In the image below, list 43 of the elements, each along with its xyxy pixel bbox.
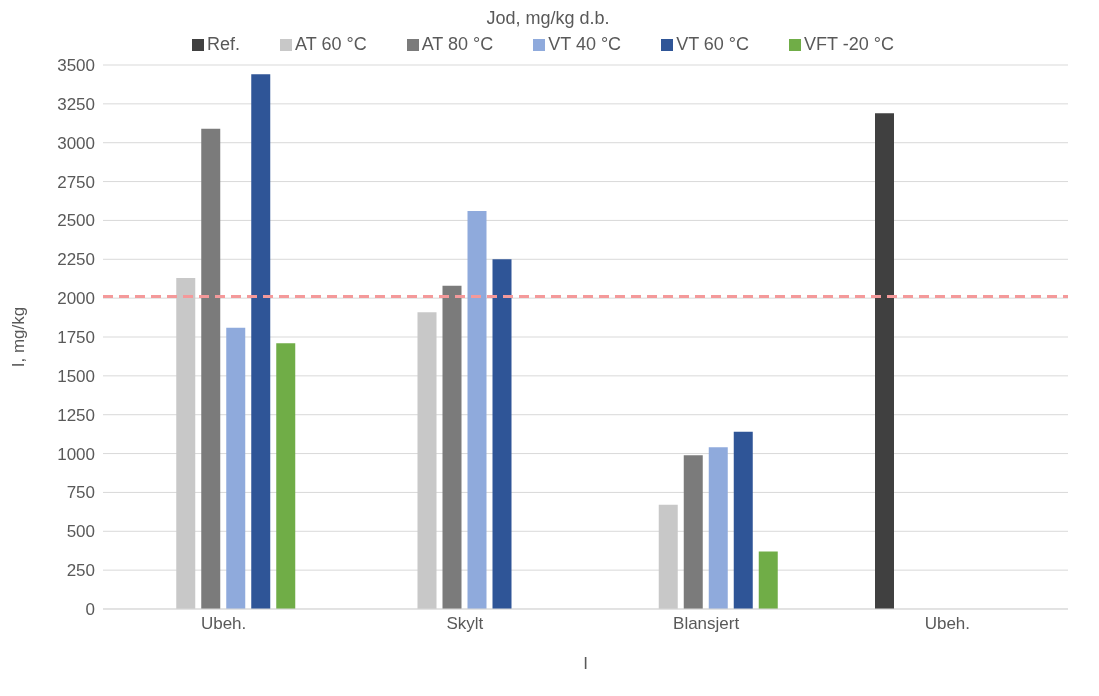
y-tick-label: 2250 bbox=[57, 250, 95, 270]
x-tick-label: Blansjert bbox=[673, 614, 740, 634]
y-axis-title: I, mg/kg bbox=[9, 306, 29, 368]
y-tick-label: 2500 bbox=[57, 211, 95, 231]
y-tick-label: 0 bbox=[85, 600, 95, 620]
bar bbox=[442, 285, 462, 609]
bar bbox=[226, 327, 246, 609]
y-tick-label: 1250 bbox=[57, 405, 95, 425]
y-tick-label: 750 bbox=[66, 483, 95, 503]
legend-label: VFT -20 °C bbox=[803, 34, 894, 55]
legend-label: VT 40 °C bbox=[547, 34, 622, 55]
bar bbox=[276, 343, 296, 609]
legend-label: AT 80 °C bbox=[420, 34, 494, 55]
y-tick-label: 2750 bbox=[57, 172, 95, 192]
y-tick-label: 2000 bbox=[57, 289, 95, 309]
y-tick-label: 1750 bbox=[57, 328, 95, 348]
bar bbox=[733, 431, 753, 609]
x-axis-title: I bbox=[583, 654, 588, 673]
legend-label: AT 60 °C bbox=[294, 34, 367, 55]
y-tick-label: 3500 bbox=[57, 56, 95, 76]
bar bbox=[683, 455, 703, 609]
chart-title: Jod, mg/kg d.b. bbox=[485, 8, 611, 29]
bar bbox=[201, 128, 221, 609]
bar bbox=[708, 447, 728, 609]
bar bbox=[492, 259, 512, 609]
bar bbox=[467, 211, 487, 609]
legend-label: Ref. bbox=[206, 34, 241, 55]
bar bbox=[875, 113, 894, 609]
x-tick-label: Ubeh. bbox=[924, 614, 971, 634]
y-tick-label: 500 bbox=[66, 522, 95, 542]
y-tick-label: 1000 bbox=[57, 444, 95, 464]
x-tick-label: Skylt bbox=[446, 614, 484, 634]
bar bbox=[251, 74, 271, 609]
bar bbox=[658, 504, 678, 609]
legend-label: VT 60 °C bbox=[675, 34, 750, 55]
bar bbox=[417, 312, 437, 609]
x-tick-label: Ubeh. bbox=[200, 614, 247, 634]
bar bbox=[758, 551, 778, 609]
bar bbox=[176, 277, 196, 609]
y-tick-label: 250 bbox=[66, 561, 95, 581]
y-tick-label: 3000 bbox=[57, 133, 95, 153]
y-tick-label: 1500 bbox=[57, 366, 95, 386]
y-tick-label: 3250 bbox=[57, 94, 95, 114]
